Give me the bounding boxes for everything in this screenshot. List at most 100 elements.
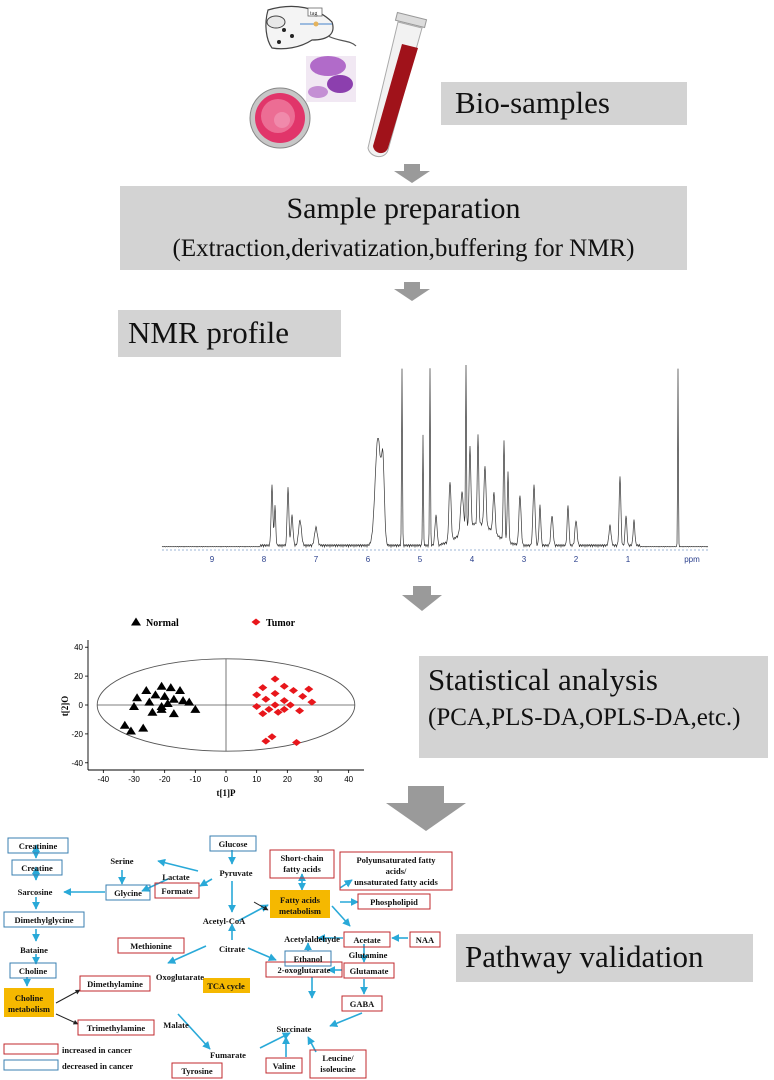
score-point-normal (129, 701, 139, 710)
legend-increased-label: increased in cancer (62, 1045, 132, 1055)
nmr-profile-box (118, 310, 341, 357)
flow-arrow-4 (386, 786, 466, 831)
choline-metabolism-label-2: metabolism (8, 1004, 50, 1014)
metabolite-acetate: Acetate (353, 935, 381, 945)
nmr-tick-label: 5 (418, 555, 423, 564)
pathway-map: Choline metabolism Fatty acids metabolis… (3, 835, 453, 1079)
nmr-tick-label: 9 (210, 555, 215, 564)
score-point-tumor (279, 705, 289, 713)
score-point-tumor (295, 707, 305, 715)
score-x-tick-label: 0 (224, 775, 229, 784)
score-point-tumor (261, 737, 271, 745)
score-point-tumor (285, 701, 295, 709)
score-x-tick-label: 40 (344, 775, 353, 784)
metabolite-acetaldehyde: Acetylaldehyde (284, 934, 340, 944)
bio-samples-box (441, 82, 687, 125)
nmr-spectrum: 9 8 7 6 5 4 3 2 1 ppm (161, 364, 709, 564)
metabolite-valine: Valine (273, 1061, 296, 1071)
nmr-unit-label: ppm (684, 555, 700, 564)
metabolite-phospholipid: Phospholipid (370, 897, 418, 907)
metabolite-succinate: Succinate (277, 1024, 312, 1034)
score-point-normal (190, 704, 201, 713)
score-point-tumor (304, 685, 314, 693)
metabolite-dimethylamine: Dimethylamine (87, 979, 143, 989)
nmr-tick-label: 4 (470, 555, 475, 564)
petri-dish-icon (249, 87, 311, 149)
nmr-tick-label: 6 (366, 555, 371, 564)
score-point-normal (119, 720, 130, 729)
score-point-normal (147, 707, 158, 716)
score-x-tick-label: 20 (283, 775, 292, 784)
score-point-normal (144, 697, 155, 706)
metabolite-leucine-1: Leucine/ (322, 1053, 354, 1063)
score-point-tumor (252, 702, 262, 710)
nmr-profile-label: NMR profile (128, 315, 290, 350)
sample-preparation-subtitle: (Extraction,derivatization,buffering for… (172, 235, 635, 262)
score-point-normal (165, 683, 176, 692)
fatty-acids-metabolism-label-2: metabolism (279, 906, 321, 916)
statistical-analysis-box (419, 656, 768, 758)
tca-cycle-label: TCA cycle (207, 981, 245, 991)
metabolite-oxoglutarate: Oxoglutarate (156, 972, 204, 982)
metabolite-citrate: Citrate (219, 944, 245, 954)
score-plot-ylabel: t[2]O (60, 696, 70, 717)
nmr-tick-label: 2 (574, 555, 579, 564)
metabolite-naa: NAA (416, 935, 435, 945)
metabolite-glutamate: Glutamate (350, 966, 389, 976)
statistical-analysis-subtitle: (PCA,PLS-DA,OPLS-DA,etc.) (428, 704, 741, 731)
score-point-normal (156, 681, 167, 690)
nmr-tick-label: 7 (314, 555, 319, 564)
sample-preparation-title: Sample preparation (286, 192, 521, 225)
metabolite-gaba: GABA (350, 999, 375, 1009)
metabolite-ethanol: Ethanol (294, 954, 323, 964)
metabolite-polyunsat-3: unsaturated fatty acids (354, 877, 438, 887)
score-plot-xlabel: t[1]P (217, 788, 236, 798)
score-point-normal (184, 697, 195, 706)
pathway-validation-label: Pathway validation (465, 939, 704, 974)
score-point-normal (141, 686, 152, 695)
score-point-tumor (292, 739, 302, 747)
blood-tube-icon (367, 11, 428, 157)
pathway-validation-box (456, 934, 753, 982)
choline-metabolism-label-1: Choline (15, 993, 44, 1003)
score-point-tumor (298, 692, 308, 700)
metabolite-2-oxoglutarate: 2-oxoglutarate (278, 965, 331, 975)
score-x-tick-label: 30 (314, 775, 323, 784)
score-point-normal (132, 693, 143, 702)
metabolite-fumarate: Fumarate (210, 1050, 246, 1060)
flow-arrow-2 (394, 282, 430, 301)
score-point-tumor (279, 682, 289, 690)
score-point-tumor (279, 697, 289, 705)
legend-label-normal: Normal (146, 618, 179, 629)
metabolite-tyrosine: Tyrosine (181, 1066, 213, 1076)
score-point-normal (162, 699, 173, 708)
score-x-tick-label: -10 (190, 775, 202, 784)
score-point-tumor (270, 689, 280, 697)
metabolite-pyruvate: Pyruvate (219, 868, 252, 878)
mouse-icon: tag (265, 5, 357, 50)
legend-marker-normal (131, 617, 141, 626)
score-point-tumor (288, 687, 298, 695)
sample-preparation-box (120, 186, 687, 270)
score-y-tick-label: 0 (79, 701, 84, 710)
metabolite-serine: Serine (110, 856, 133, 866)
score-point-tumor (267, 733, 277, 741)
score-point-normal (138, 723, 149, 732)
metabolite-methionine: Methionine (130, 941, 172, 951)
score-point-normal (175, 686, 185, 695)
metabolite-sarcosine: Sarcosine (18, 887, 53, 897)
metabolite-malate: Malate (163, 1020, 189, 1030)
score-point-tumor (261, 695, 271, 703)
score-point-tumor (258, 684, 268, 692)
score-point-tumor (252, 691, 262, 699)
score-y-tick-label: -20 (71, 730, 83, 739)
score-point-tumor (273, 708, 283, 716)
score-y-tick-label: 40 (74, 643, 83, 652)
metabolite-glucose: Glucose (219, 839, 248, 849)
score-plot: Normal Tumor -40 -30 -20 -10 0 10 20 30 40 40 20 0 -2… (60, 617, 364, 798)
metabolite-polyunsat-2: acids/ (386, 866, 407, 876)
score-y-tick-label: -40 (71, 759, 83, 768)
score-x-tick-label: -30 (128, 775, 140, 784)
metabolite-dimethylglycine: Dimethylglycine (14, 915, 73, 925)
metabolite-short-chain-2: fatty acids (283, 864, 321, 874)
